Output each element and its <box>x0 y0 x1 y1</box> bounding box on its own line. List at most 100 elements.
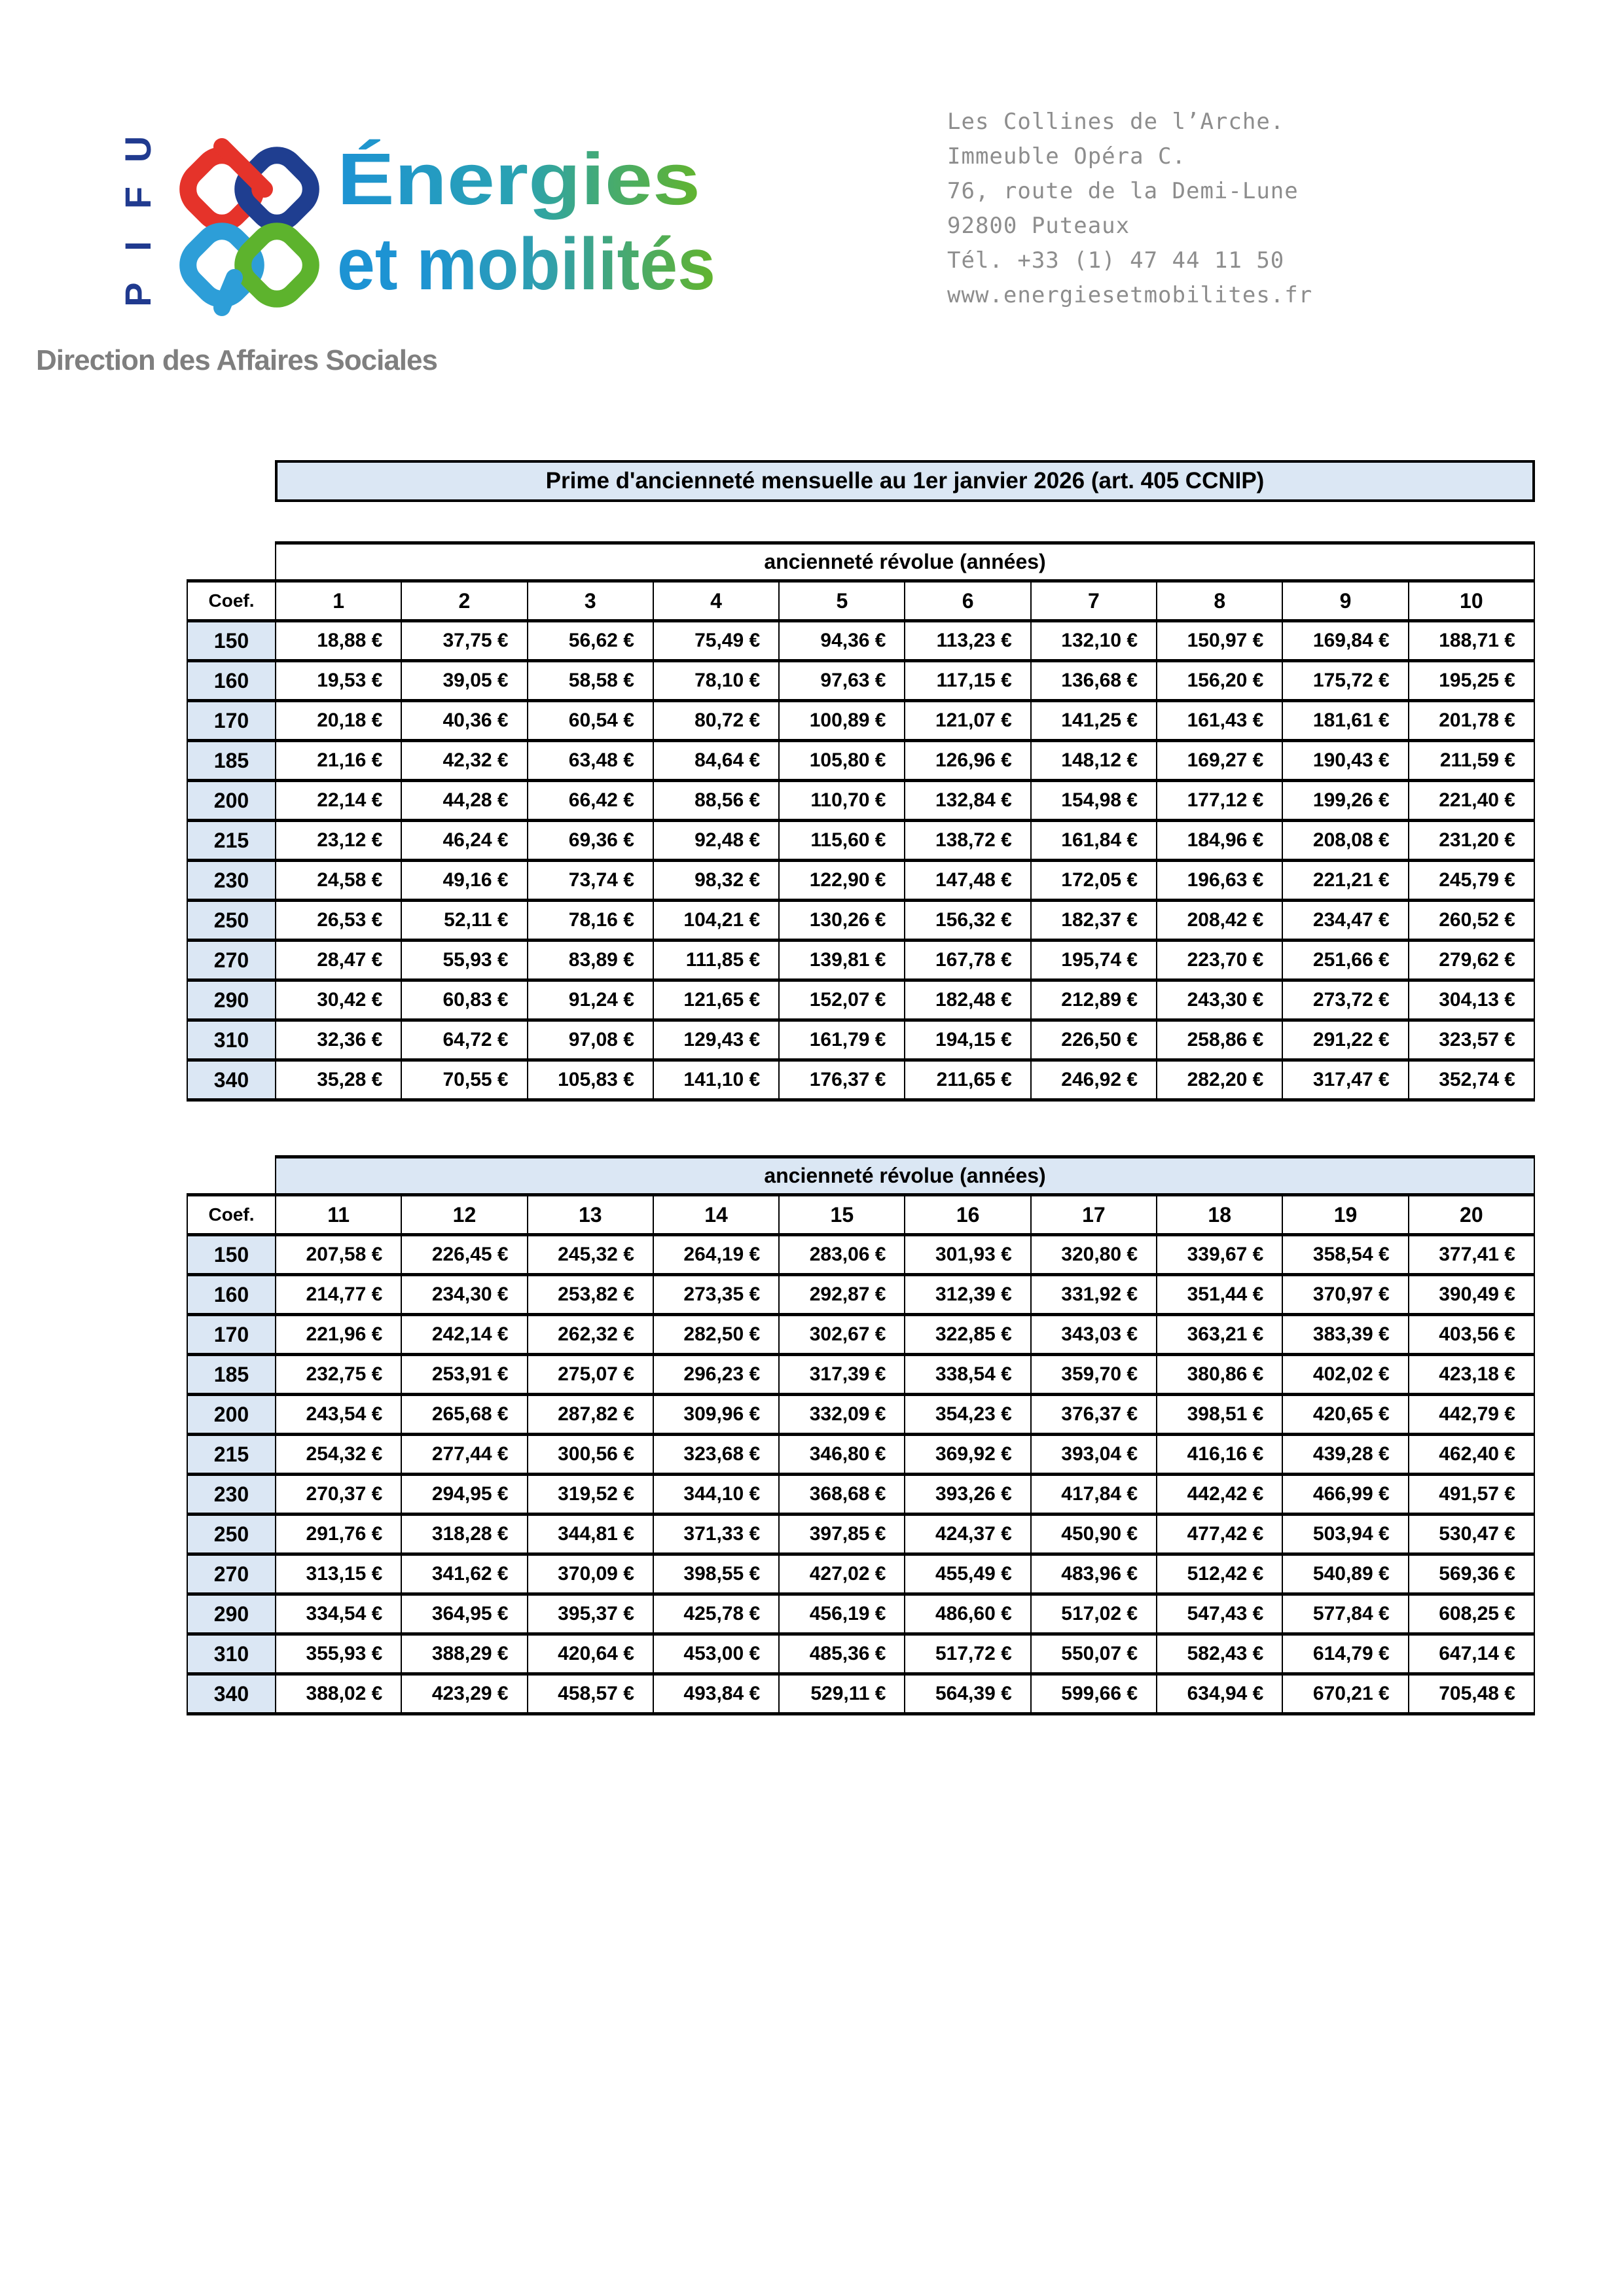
value-cell: 380,86 € <box>1156 1353 1284 1396</box>
value-cell: 309,96 € <box>652 1393 780 1436</box>
value-cell: 110,70 € <box>778 779 906 822</box>
year-header: 17 <box>1030 1193 1158 1236</box>
year-header: 12 <box>401 1193 528 1236</box>
address-line: 92800 Puteaux <box>947 213 1130 239</box>
value-cell: 383,39 € <box>1282 1313 1409 1356</box>
value-cell: 156,20 € <box>1156 659 1284 702</box>
coef-cell: 270 <box>187 1552 276 1596</box>
year-header: 10 <box>1407 579 1536 622</box>
year-header: 15 <box>778 1193 906 1236</box>
table-row: 150 207,58 €226,45 €245,32 €264,19 €283,0… <box>187 1233 1536 1276</box>
value-cell: 395,37 € <box>526 1592 654 1636</box>
coef-cell: 310 <box>187 1632 276 1676</box>
table-row: 270 313,15 €341,62 €370,09 €398,55 €427,0… <box>187 1552 1536 1596</box>
ufip-letter: U <box>117 134 158 163</box>
value-cell: 370,09 € <box>526 1552 654 1596</box>
value-cell: 253,82 € <box>526 1273 654 1316</box>
ufip-knot-logo-icon <box>179 138 319 316</box>
value-cell: 70,55 € <box>401 1058 528 1102</box>
coef-cell: 250 <box>187 899 276 942</box>
table-row: 250 291,76 €318,28 €344,81 €371,33 €397,8… <box>187 1513 1536 1556</box>
value-cell: 243,54 € <box>274 1393 403 1436</box>
value-cell: 75,49 € <box>652 619 780 662</box>
value-cell: 343,03 € <box>1030 1313 1158 1356</box>
value-cell: 98,32 € <box>652 859 780 902</box>
value-cell: 100,89 € <box>778 699 906 742</box>
value-cell: 319,52 € <box>526 1473 654 1516</box>
value-cell: 115,60 € <box>778 819 906 862</box>
address-block: Les Collines de l’Arche. Immeuble Opéra … <box>947 105 1312 313</box>
value-cell: 608,25 € <box>1407 1592 1536 1636</box>
value-cell: 304,13 € <box>1407 978 1536 1022</box>
year-header-row: Coef. 11 12 13 14 15 16 17 18 19 20 <box>187 1193 1536 1236</box>
value-cell: 264,19 € <box>652 1233 780 1276</box>
value-cell: 258,86 € <box>1156 1018 1284 1062</box>
value-cell: 277,44 € <box>401 1433 528 1476</box>
value-cell: 169,27 € <box>1156 739 1284 782</box>
value-cell: 355,93 € <box>274 1632 403 1676</box>
value-cell: 569,36 € <box>1407 1552 1536 1596</box>
address-line: Immeuble Opéra C. <box>947 143 1186 170</box>
value-cell: 265,68 € <box>401 1393 528 1436</box>
value-cell: 207,58 € <box>274 1233 403 1276</box>
value-cell: 423,29 € <box>401 1672 528 1715</box>
wordmark-et-mobilites: et mobilités <box>337 223 715 305</box>
value-cell: 188,71 € <box>1407 619 1536 662</box>
coef-cell: 160 <box>187 1273 276 1316</box>
value-cell: 368,68 € <box>778 1473 906 1516</box>
value-cell: 242,14 € <box>401 1313 528 1356</box>
value-cell: 172,05 € <box>1030 859 1158 902</box>
years-band-row: ancienneté révolue (années) <box>187 541 1535 583</box>
value-cell: 442,79 € <box>1407 1393 1536 1436</box>
years-band-row: ancienneté révolue (années) <box>187 1155 1535 1196</box>
value-cell: 121,07 € <box>904 699 1032 742</box>
coef-cell: 290 <box>187 978 276 1022</box>
value-cell: 161,84 € <box>1030 819 1158 862</box>
coef-cell: 215 <box>187 1433 276 1476</box>
year-header: 14 <box>652 1193 780 1236</box>
value-cell: 283,06 € <box>778 1233 906 1276</box>
value-cell: 126,96 € <box>904 739 1032 782</box>
value-cell: 424,37 € <box>904 1513 1032 1556</box>
value-cell: 270,37 € <box>274 1473 403 1516</box>
value-cell: 22,14 € <box>274 779 403 822</box>
value-cell: 181,61 € <box>1282 699 1409 742</box>
value-cell: 346,80 € <box>778 1433 906 1476</box>
coef-cell: 310 <box>187 1018 276 1062</box>
value-cell: 338,54 € <box>904 1353 1032 1396</box>
value-cell: 287,82 € <box>526 1393 654 1436</box>
value-cell: 262,32 € <box>526 1313 654 1356</box>
value-cell: 245,32 € <box>526 1233 654 1276</box>
value-cell: 312,39 € <box>904 1273 1032 1316</box>
value-cell: 547,43 € <box>1156 1592 1284 1636</box>
value-cell: 300,56 € <box>526 1433 654 1476</box>
coef-cell: 150 <box>187 619 276 662</box>
value-cell: 208,08 € <box>1282 819 1409 862</box>
table-row: 200 243,54 €265,68 €287,82 €309,96 €332,0… <box>187 1393 1536 1436</box>
value-cell: 156,32 € <box>904 899 1032 942</box>
value-cell: 282,50 € <box>652 1313 780 1356</box>
value-cell: 113,23 € <box>904 619 1032 662</box>
value-cell: 599,66 € <box>1030 1672 1158 1715</box>
value-cell: 97,63 € <box>778 659 906 702</box>
value-cell: 398,51 € <box>1156 1393 1284 1436</box>
value-cell: 234,30 € <box>401 1273 528 1316</box>
value-cell: 376,37 € <box>1030 1393 1158 1436</box>
value-cell: 214,77 € <box>274 1273 403 1316</box>
value-cell: 104,21 € <box>652 899 780 942</box>
ufip-vertical-text: U F I P <box>117 128 158 314</box>
value-cell: 194,15 € <box>904 1018 1032 1062</box>
value-cell: 42,32 € <box>401 739 528 782</box>
value-cell: 136,68 € <box>1030 659 1158 702</box>
value-cell: 184,96 € <box>1156 819 1284 862</box>
table-row: 150 18,88 €37,75 €56,62 €75,49 €94,36 €11… <box>187 619 1536 662</box>
value-cell: 705,48 € <box>1407 1672 1536 1715</box>
ufip-letter: F <box>117 185 158 209</box>
value-cell: 147,48 € <box>904 859 1032 902</box>
value-cell: 154,98 € <box>1030 779 1158 822</box>
value-cell: 388,29 € <box>401 1632 528 1676</box>
value-cell: 363,21 € <box>1156 1313 1284 1356</box>
value-cell: 208,42 € <box>1156 899 1284 942</box>
ufip-letter: I <box>117 240 158 251</box>
years-band-label: ancienneté révolue (années) <box>275 541 1535 583</box>
